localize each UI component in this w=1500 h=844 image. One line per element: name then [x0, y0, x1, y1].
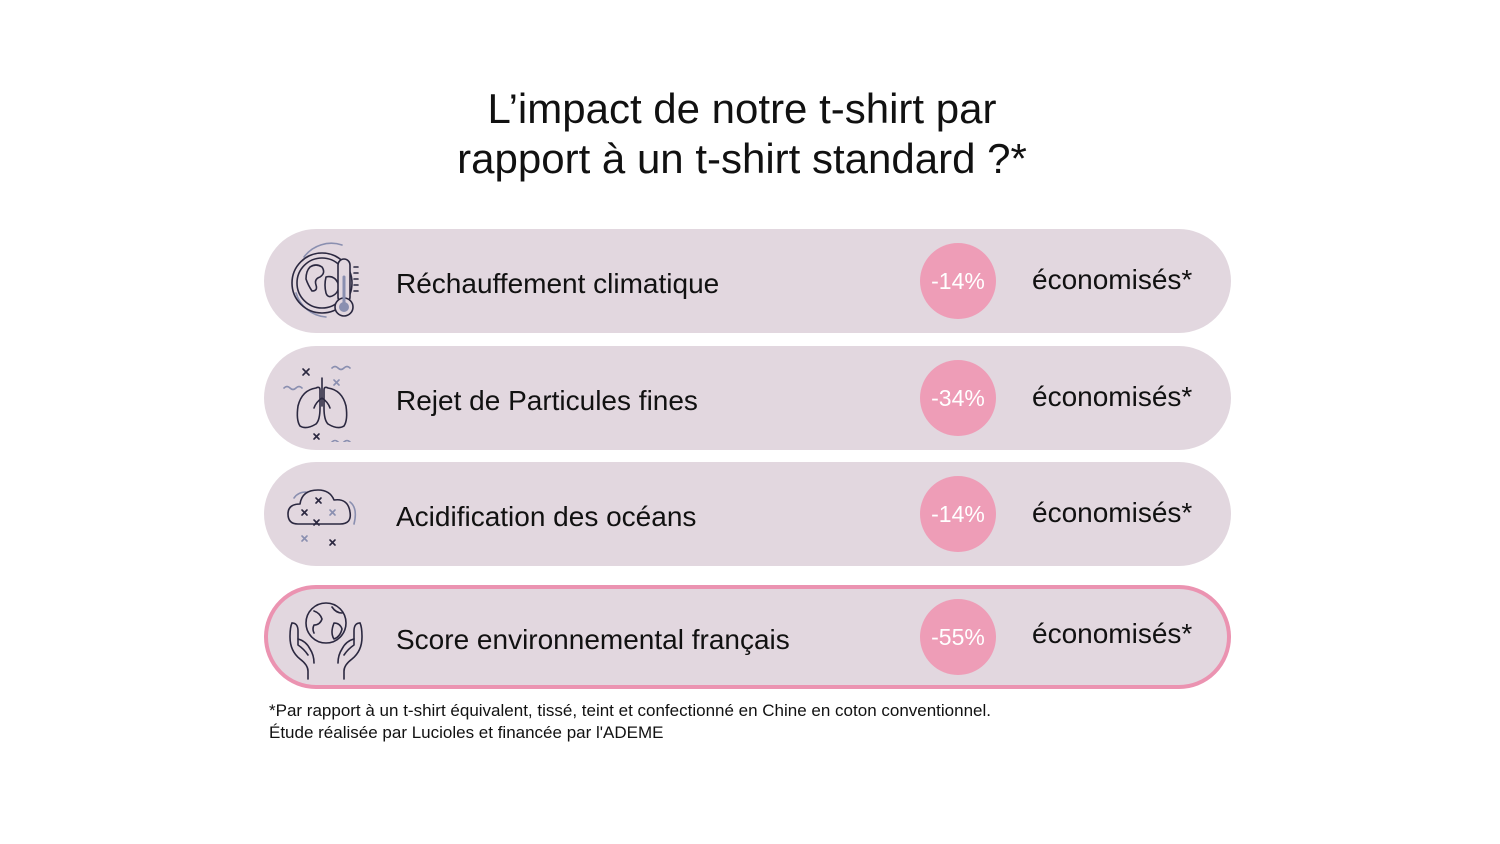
- page-title-line-1: L’impact de notre t-shirt par: [487, 85, 997, 132]
- saved-label: économisés*: [1032, 618, 1193, 649]
- impact-label: Rejet de Particules fines: [396, 385, 698, 416]
- cloud-particles-icon: [282, 470, 370, 558]
- impact-row-particles: Rejet de Particules fines -34% économisé…: [264, 346, 1231, 450]
- reduction-badge: -55%: [920, 599, 996, 675]
- page-title-line-2: rapport à un t-shirt standard ?*: [457, 135, 1027, 182]
- reduction-badge: -14%: [920, 243, 996, 319]
- globe-thermometer-icon: [282, 237, 370, 325]
- footnote-line-2: Étude réalisée par Lucioles et financée …: [269, 723, 664, 742]
- reduction-badge: -34%: [920, 360, 996, 436]
- impact-label: Score environnemental français: [396, 624, 790, 655]
- saved-label: économisés*: [1032, 264, 1193, 295]
- footnote-line-1: *Par rapport à un t-shirt équivalent, ti…: [269, 701, 992, 720]
- reduction-badge: -14%: [920, 476, 996, 552]
- footnote: *Par rapport à un t-shirt équivalent, ti…: [269, 700, 991, 744]
- saved-label: économisés*: [1032, 381, 1193, 412]
- hands-globe-icon: [282, 593, 370, 681]
- page-title: L’impact de notre t-shirt par rapport à …: [300, 84, 1184, 184]
- impact-row-environmental-score: Score environnemental français -55% écon…: [264, 585, 1231, 689]
- saved-label: économisés*: [1032, 497, 1193, 528]
- impact-label: Acidification des océans: [396, 501, 697, 532]
- impact-row-ocean: Acidification des océans -14% économisés…: [264, 462, 1231, 566]
- impact-row-climate: Réchauffement climatique -14% économisés…: [264, 229, 1231, 333]
- impact-label: Réchauffement climatique: [396, 268, 720, 299]
- lungs-particles-icon: [282, 354, 370, 442]
